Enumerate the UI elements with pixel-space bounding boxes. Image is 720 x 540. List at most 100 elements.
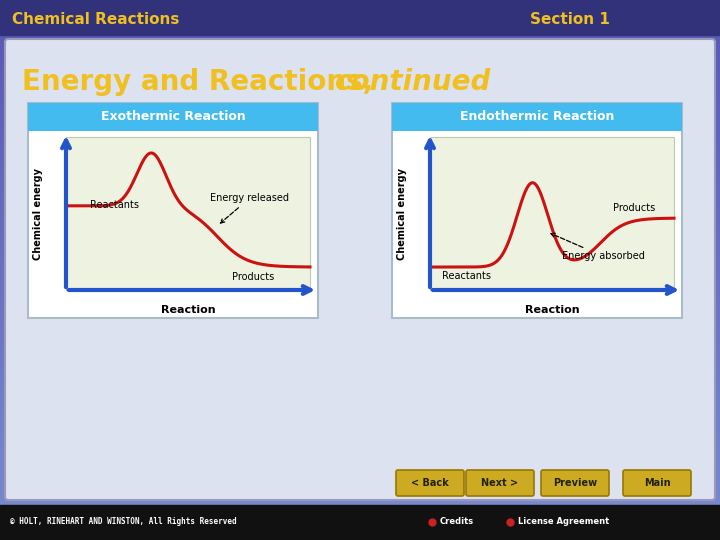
Bar [0,406,720,407]
Bar [0,424,720,425]
Bar [0,328,720,329]
Bar [0,438,720,439]
Text: License Agreement: License Agreement [518,517,609,526]
Bar [0,239,720,240]
Bar [0,378,720,379]
Bar [0,355,720,356]
Bar [0,330,720,331]
Bar [0,168,720,169]
Bar [0,194,720,195]
Bar [0,363,720,364]
Bar [0,253,720,254]
Bar [0,243,720,244]
Bar [0,324,720,325]
Bar [0,42,720,43]
Bar [0,63,720,64]
Bar [0,309,720,310]
Bar [0,79,720,80]
Bar [0,407,720,408]
Bar [0,136,720,137]
Bar [0,184,720,185]
Bar [0,100,720,101]
Bar [0,435,720,436]
Bar [0,365,720,366]
Bar [0,82,720,83]
Bar [0,436,720,437]
Bar [0,228,720,229]
Bar [0,39,720,40]
Bar [0,376,720,377]
Text: Products: Products [232,272,274,282]
Bar [0,146,720,147]
Bar [0,345,720,346]
Bar [0,301,720,302]
Bar [0,175,720,176]
Bar [0,37,720,38]
FancyBboxPatch shape [392,103,682,318]
Bar [0,208,720,209]
Bar [0,447,720,448]
Bar [0,119,720,120]
Bar [0,289,720,290]
Bar [0,419,720,420]
Bar [0,167,720,168]
Bar [0,331,720,332]
Bar [0,351,720,352]
Bar [0,205,720,206]
Bar [0,405,720,406]
Bar [0,238,720,239]
Bar [0,276,720,277]
Bar [0,169,720,170]
Bar [0,266,720,267]
Bar [0,84,720,85]
Bar [0,466,720,467]
Bar [0,484,720,485]
Bar [0,212,720,213]
Bar [0,354,720,355]
Bar [0,249,720,250]
Bar [0,319,720,320]
Bar [0,263,720,264]
Bar [0,497,720,498]
Bar [0,267,720,268]
Bar [0,336,720,337]
Bar [0,440,720,441]
Bar [0,350,720,351]
Bar [0,478,720,479]
Bar [0,349,720,350]
Bar [0,325,720,326]
Text: Reaction: Reaction [525,305,580,315]
Bar [0,314,720,315]
Bar [0,202,720,203]
Bar [0,162,720,163]
Bar [0,251,720,252]
Bar [0,505,720,540]
Bar [0,294,720,295]
Bar [0,430,720,431]
Bar [0,348,720,349]
FancyBboxPatch shape [466,470,534,496]
Bar [0,242,720,243]
Bar [0,143,720,144]
Bar [0,476,720,477]
Bar [0,108,720,109]
Text: Exothermic Reaction: Exothermic Reaction [101,111,246,124]
Bar [0,389,720,390]
Bar [0,366,720,367]
Text: Preview: Preview [553,478,597,488]
Bar [0,428,720,429]
Bar [0,326,720,327]
Bar [0,150,720,151]
Bar [0,186,720,187]
Bar [0,298,720,299]
Bar [0,200,720,201]
Bar [0,487,720,488]
Bar [0,199,720,200]
Bar [0,161,720,162]
Bar [0,295,720,296]
Bar [0,52,720,53]
Bar [0,105,720,106]
Bar [0,396,720,397]
Bar [0,288,720,289]
Bar [0,197,720,198]
